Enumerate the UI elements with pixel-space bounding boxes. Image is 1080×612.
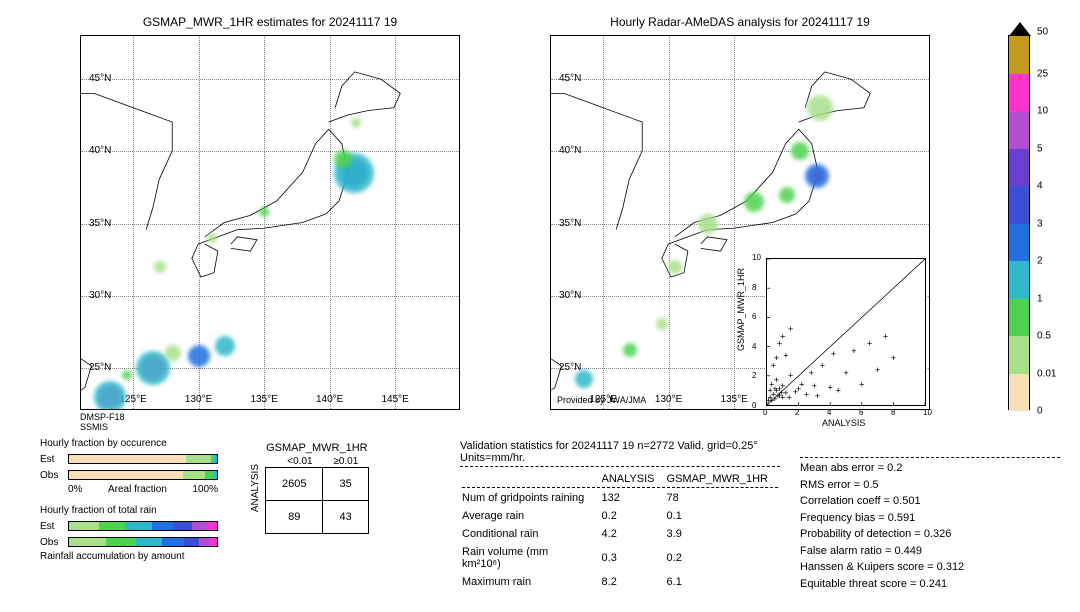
svg-text:+: +: [827, 383, 833, 393]
ct-cell-01: 35: [323, 468, 368, 501]
svg-text:+: +: [808, 368, 814, 378]
inset-ylabel: GSMAP_MWR_1HR: [736, 268, 746, 351]
ct-grid: 2605 35 89 43: [265, 467, 369, 534]
ct-row-axis: ANALYSIS: [250, 464, 261, 512]
validation-title: Validation statistics for 20241117 19 n=…: [460, 440, 780, 464]
svg-text:+: +: [783, 351, 789, 361]
svg-text:+: +: [875, 365, 881, 375]
map-credit: Provided by JWA/JMA: [557, 395, 646, 405]
svg-text:+: +: [777, 391, 783, 401]
left-map-title: GSMAP_MWR_1HR estimates for 20241117 19: [80, 15, 460, 29]
validation-scores: Mean abs error = 0.2RMS error = 0.5Corre…: [800, 455, 1060, 592]
occ-axis-right: 100%: [192, 484, 218, 495]
colorbar: 00.010.512345102550: [1008, 35, 1030, 410]
total-footer: Rainfall accumulation by amount: [40, 551, 218, 562]
svg-text:+: +: [812, 381, 818, 391]
svg-text:+: +: [891, 354, 897, 364]
svg-text:+: +: [774, 354, 780, 364]
svg-text:+: +: [851, 346, 857, 356]
svg-text:+: +: [843, 368, 849, 378]
figure-root: GSMAP_MWR_1HR estimates for 20241117 19 …: [0, 0, 1080, 612]
occ-axis-left: 0%: [68, 484, 82, 495]
occurrence-title: Hourly fraction by occurence: [40, 438, 218, 449]
validation-stats-table: Validation statistics for 20241117 19 n=…: [460, 440, 780, 592]
svg-text:+: +: [786, 393, 792, 403]
svg-text:+: +: [780, 332, 786, 342]
ct-cell-10: 89: [266, 501, 323, 534]
colorbar-overflow-arrow: [1009, 22, 1031, 36]
fraction-of-total-rain: Hourly fraction of total rain EstObs Rai…: [40, 505, 218, 565]
svg-text:+: +: [804, 390, 810, 400]
svg-text:+: +: [831, 349, 837, 359]
svg-text:+: +: [799, 380, 805, 390]
svg-text:+: +: [820, 361, 826, 371]
ct-title: GSMAP_MWR_1HR: [265, 442, 369, 454]
inset-xlabel: ANALYSIS: [822, 418, 865, 428]
ct-cell-11: 43: [323, 501, 368, 534]
svg-text:+: +: [859, 380, 865, 390]
svg-text:+: +: [867, 339, 873, 349]
svg-text:+: +: [835, 386, 841, 396]
right-map-title: Hourly Radar-AMeDAS analysis for 2024111…: [550, 15, 930, 29]
svg-text:+: +: [788, 371, 794, 381]
scatter-inset: ++++++++++++++++++++++++++++++++++++++++…: [766, 258, 926, 406]
left-map-panel: 25°N30°N35°N40°N45°N125°E130°E135°E140°E…: [80, 35, 460, 410]
satellite-label-bottom: SSMIS: [80, 422, 108, 432]
ct-col2: ≥0.01: [323, 456, 369, 467]
ct-cell-00: 2605: [266, 468, 323, 501]
svg-text:+: +: [774, 375, 780, 385]
validation-table: ANALYSISGSMAP_MWR_1HRNum of gridpoints r…: [460, 469, 780, 592]
svg-text:+: +: [815, 391, 821, 401]
svg-text:+: +: [883, 332, 889, 342]
svg-text:+: +: [788, 324, 794, 334]
ct-col1: <0.01: [277, 456, 323, 467]
fraction-by-occurrence: Hourly fraction by occurence EstObs 0% A…: [40, 438, 218, 495]
occ-axis-label: Areal fraction: [108, 484, 167, 495]
total-title: Hourly fraction of total rain: [40, 505, 218, 516]
satellite-label-top: DMSP-F18: [80, 412, 125, 422]
contingency-table: ANALYSIS GSMAP_MWR_1HR <0.01 ≥0.01 2605 …: [250, 442, 369, 534]
